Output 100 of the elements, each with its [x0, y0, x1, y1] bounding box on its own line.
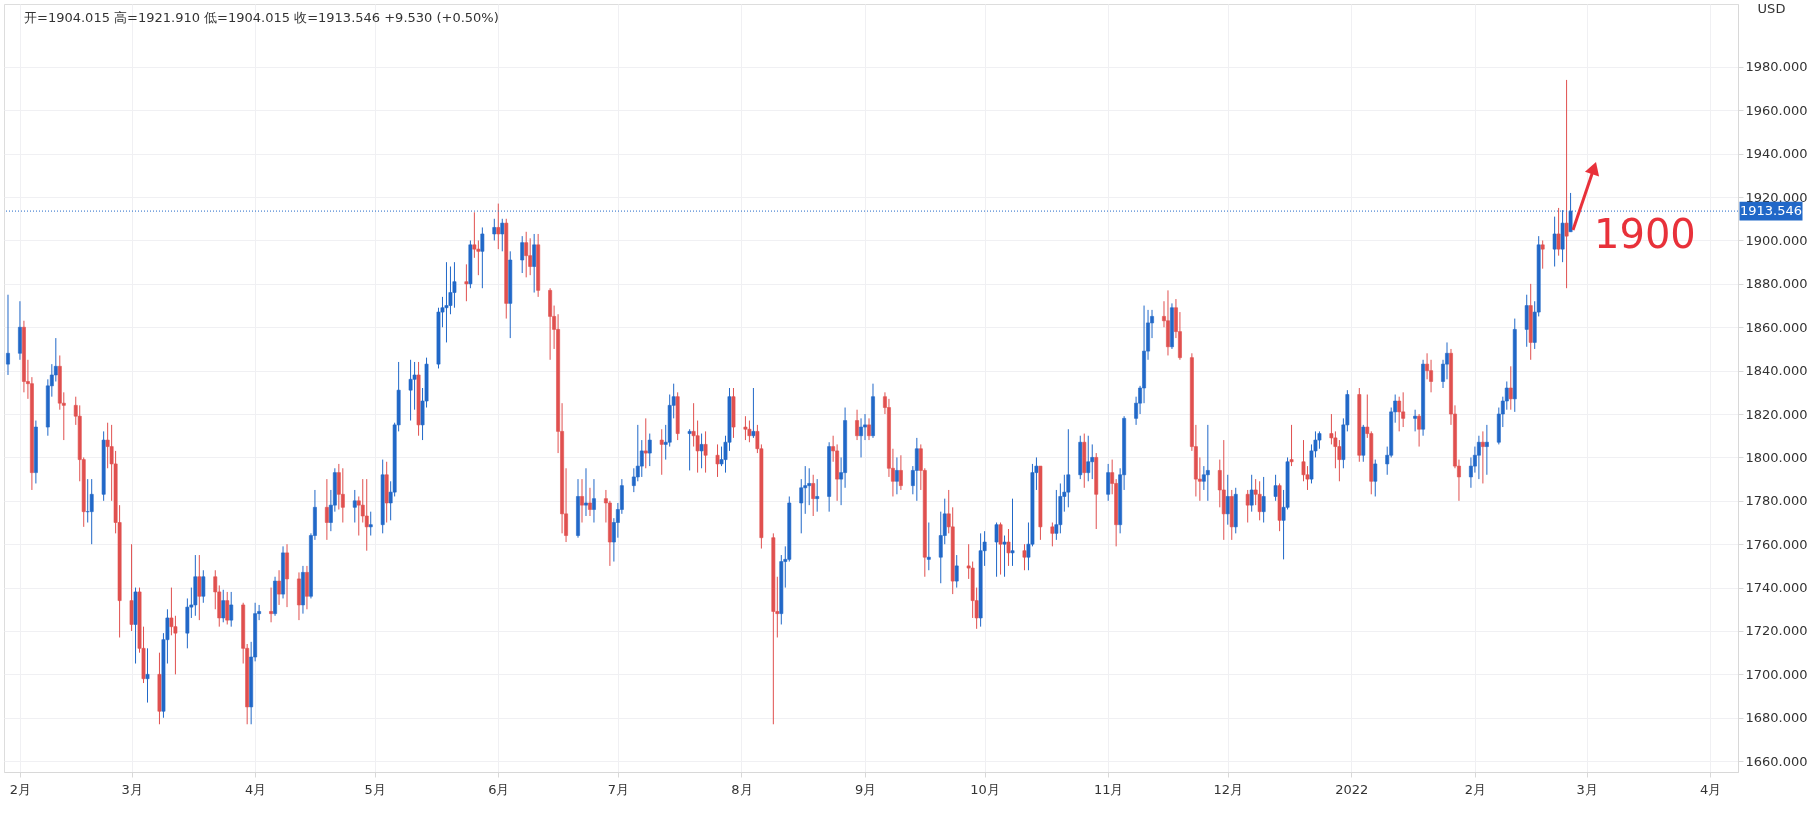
y-tick-label: 1660.000 — [1745, 753, 1808, 769]
candlestick — [639, 439, 644, 478]
candlestick — [1006, 528, 1011, 567]
candlestick — [1022, 543, 1027, 571]
candlestick — [867, 417, 871, 441]
candlestick — [1289, 424, 1294, 467]
candlestick — [855, 409, 859, 441]
candlestick — [635, 424, 640, 482]
y-tick-label: 1700.000 — [1745, 666, 1808, 682]
candlestick — [647, 433, 652, 467]
candlestick — [1373, 459, 1378, 497]
x-tick-label: 2022 — [1335, 781, 1369, 797]
candlestick — [1261, 476, 1266, 524]
y-tick-label: 1720.000 — [1745, 623, 1808, 639]
candlestick — [1417, 413, 1421, 448]
y-axis-title: USD — [1757, 0, 1786, 16]
candlestick — [1540, 239, 1545, 270]
candlestick — [229, 591, 234, 628]
annotation: 开=1904.015 高=1921.910 低=1904.015 收=1913.546 +9.530 (+0.50%) — [24, 10, 499, 25]
candlestick — [895, 456, 899, 495]
x-tick-label: 5月 — [364, 781, 386, 797]
candlestick — [1106, 463, 1111, 502]
y-tick-label: 1920.000 — [1745, 189, 1808, 205]
x-tick-label: 3月 — [121, 781, 143, 797]
candlestick — [1556, 207, 1561, 257]
candlestick — [1221, 439, 1226, 541]
candlestick — [1002, 535, 1007, 578]
x-tick-label: 10月 — [970, 781, 1000, 797]
candlestick — [408, 359, 413, 422]
candlestick — [464, 263, 469, 302]
candlestick — [129, 543, 134, 632]
candlestick — [815, 478, 820, 513]
y-tick-label: 1740.000 — [1745, 580, 1808, 596]
x-tick-label: 9月 — [854, 781, 877, 797]
candlestick — [492, 218, 497, 241]
candlestick — [1480, 430, 1485, 484]
candlestick — [197, 554, 202, 621]
candlestick — [1552, 216, 1557, 268]
ref-line-label: 1913.546 — [1739, 203, 1803, 219]
candlestick — [899, 454, 903, 491]
y-tick-label: 1940.000 — [1745, 146, 1808, 162]
candlestick — [532, 233, 537, 294]
candlestick — [751, 387, 756, 439]
candlestick — [1401, 391, 1406, 428]
y-tick-label: 1980.000 — [1745, 59, 1808, 75]
candlestick — [994, 522, 999, 578]
candlestick — [1249, 474, 1254, 513]
candlestick — [444, 261, 449, 343]
candlestick — [580, 478, 584, 524]
candlestick — [324, 478, 329, 541]
x-tick-label: 2月 — [1464, 781, 1487, 797]
y-tick-label: 1860.000 — [1745, 319, 1808, 335]
candlestick — [524, 231, 529, 278]
candlestick — [53, 337, 58, 382]
candlestick — [743, 415, 748, 441]
candlestick — [859, 417, 863, 458]
x-tick-label: 6月 — [488, 781, 510, 797]
x-tick-label: 12月 — [1213, 781, 1244, 797]
candlestick — [1010, 498, 1015, 567]
candlestick — [699, 433, 704, 469]
candlestick — [1050, 522, 1055, 547]
candlestick — [659, 428, 664, 476]
candlestick — [592, 478, 596, 524]
candlestick — [305, 565, 309, 610]
candlestick — [500, 218, 505, 252]
candlestick — [225, 591, 230, 625]
candlestick — [145, 647, 150, 704]
candlestick — [715, 443, 720, 478]
y-tick-label: 1680.000 — [1745, 710, 1808, 726]
y-tick-label: 1840.000 — [1745, 363, 1808, 379]
x-tick-label: 7月 — [607, 781, 630, 797]
candlestick — [1477, 435, 1481, 480]
candlestick — [1397, 396, 1402, 432]
x-tick-label: 4月 — [1699, 781, 1722, 797]
y-tick-label: 1780.000 — [1745, 493, 1808, 509]
candlestick — [89, 478, 94, 545]
candlestick — [480, 226, 485, 289]
y-tick-label: 1960.000 — [1745, 102, 1808, 118]
candlestick — [1086, 435, 1091, 482]
candlestick — [1504, 380, 1509, 411]
candlestick — [364, 478, 369, 552]
x-tick-label: 11月 — [1093, 781, 1124, 797]
candlestick — [799, 478, 804, 534]
candlestick — [520, 235, 525, 274]
candlestick — [1225, 474, 1230, 526]
candlestick — [1524, 294, 1529, 348]
candlestick — [998, 522, 1003, 576]
candlestick — [6, 294, 10, 376]
candlestick — [221, 589, 226, 623]
annotation: 1900 — [1594, 211, 1696, 257]
candlestick — [1273, 474, 1278, 502]
candlestick — [368, 511, 373, 537]
candlestick — [747, 420, 752, 443]
candlestick — [1413, 409, 1418, 432]
y-tick-label: 1800.000 — [1745, 449, 1808, 465]
y-tick-label: 1900.000 — [1745, 232, 1808, 248]
candlestick — [584, 467, 588, 517]
candlestick — [954, 554, 959, 589]
candlestick — [277, 569, 281, 606]
y-tick-label: 1760.000 — [1745, 536, 1808, 552]
